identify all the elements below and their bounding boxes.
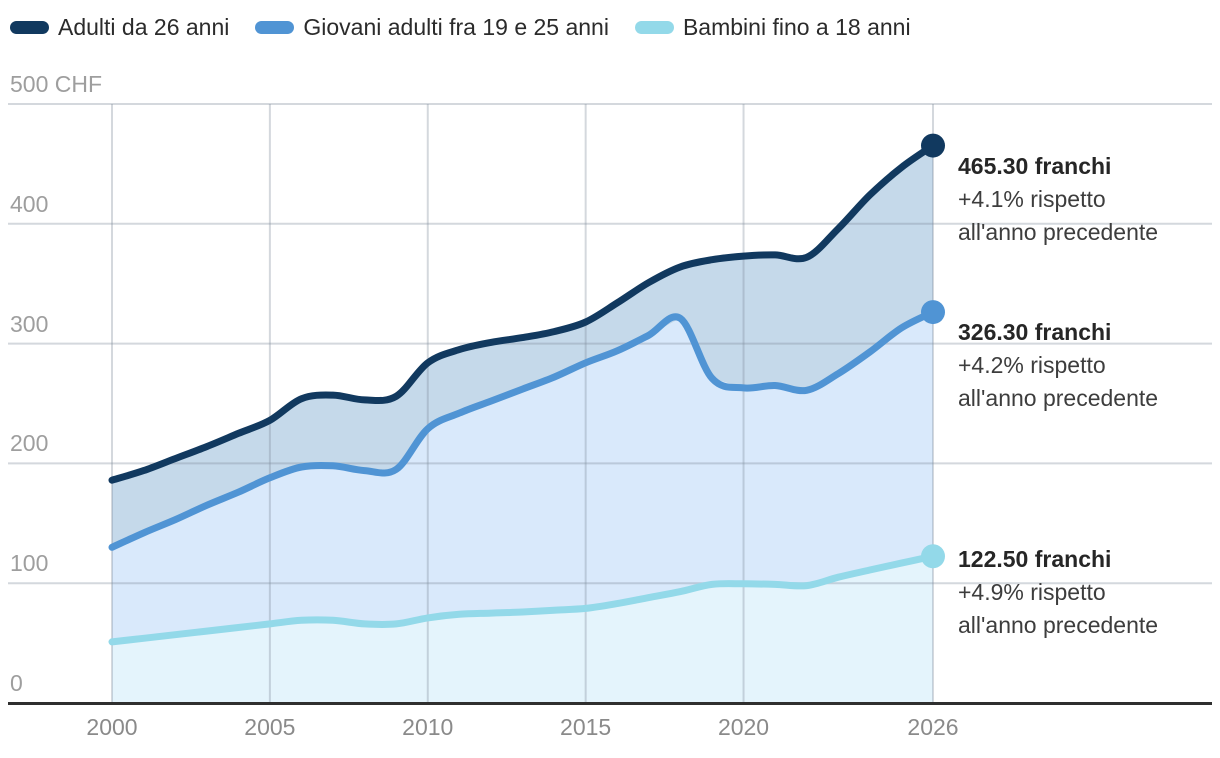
legend-item-children: Bambini fino a 18 anni xyxy=(634,14,911,41)
young-adults-delta-line2: all'anno precedente xyxy=(958,385,1159,411)
adults-end-value: 465.30 franchi xyxy=(958,153,1112,179)
series-end-dot-1 xyxy=(921,300,945,325)
children-swatch-icon xyxy=(634,21,674,34)
annotation-young-adults: 326.30 franchi +4.2% rispetto all'anno p… xyxy=(958,316,1158,415)
y-tick-label-500: 500 CHF xyxy=(10,71,103,97)
y-tick-label-0: 0 xyxy=(10,670,23,696)
legend-label-young-adults: Giovani adulti fra 19 e 25 anni xyxy=(303,14,609,40)
y-tick-label-200: 200 xyxy=(10,430,49,457)
annotation-adults: 465.30 franchi +4.1% rispetto all'anno p… xyxy=(958,150,1158,249)
series-line-2 xyxy=(108,552,937,646)
x-tick-label-2005: 2005 xyxy=(244,714,296,740)
adults-delta-line1: +4.1% rispetto xyxy=(958,186,1106,212)
series-end-dot-2 xyxy=(921,544,945,569)
x-tick-label-2015: 2015 xyxy=(560,714,612,740)
y-tick-label-100: 100 xyxy=(10,550,49,577)
x-tick-label-2010: 2010 xyxy=(402,714,454,740)
young-adults-delta-line1: +4.2% rispetto xyxy=(958,352,1106,378)
legend-item-young-adults: Giovani adulti fra 19 e 25 anni xyxy=(255,14,609,41)
area-fill-0 xyxy=(112,145,933,548)
children-end-value: 122.50 franchi xyxy=(958,546,1112,572)
adults-delta-line2: all'anno precedente xyxy=(958,219,1159,245)
x-tick-label-2020: 2020 xyxy=(717,714,770,740)
annotation-children: 122.50 franchi +4.9% rispetto all'anno p… xyxy=(958,543,1158,642)
x-axis-baseline xyxy=(8,702,1212,705)
chart-legend: Adulti da 26 anni Giovani adulti fra 19 … xyxy=(10,14,911,41)
legend-item-adults: Adulti da 26 anni xyxy=(10,14,229,41)
legend-label-children: Bambini fino a 18 anni xyxy=(682,14,911,40)
legend-label-adults: Adulti da 26 anni xyxy=(58,14,230,40)
young-adults-swatch-icon xyxy=(255,21,295,34)
children-delta-line1: +4.9% rispetto xyxy=(958,579,1106,605)
y-tick-label-400: 400 xyxy=(10,190,49,217)
series-line-0 xyxy=(108,142,937,484)
series-end-dot-0 xyxy=(921,133,945,158)
y-tick-label-300: 300 xyxy=(10,310,49,337)
area-fill-1 xyxy=(112,312,933,642)
x-tick-label-2026: 2026 xyxy=(907,714,959,740)
young-adults-end-value: 326.30 franchi xyxy=(958,319,1112,345)
children-delta-line2: all'anno precedente xyxy=(958,612,1159,638)
series-line-1 xyxy=(108,308,937,551)
adults-swatch-icon xyxy=(10,21,49,34)
area-fill-2 xyxy=(112,556,933,703)
x-tick-label-2000: 2000 xyxy=(86,714,138,740)
